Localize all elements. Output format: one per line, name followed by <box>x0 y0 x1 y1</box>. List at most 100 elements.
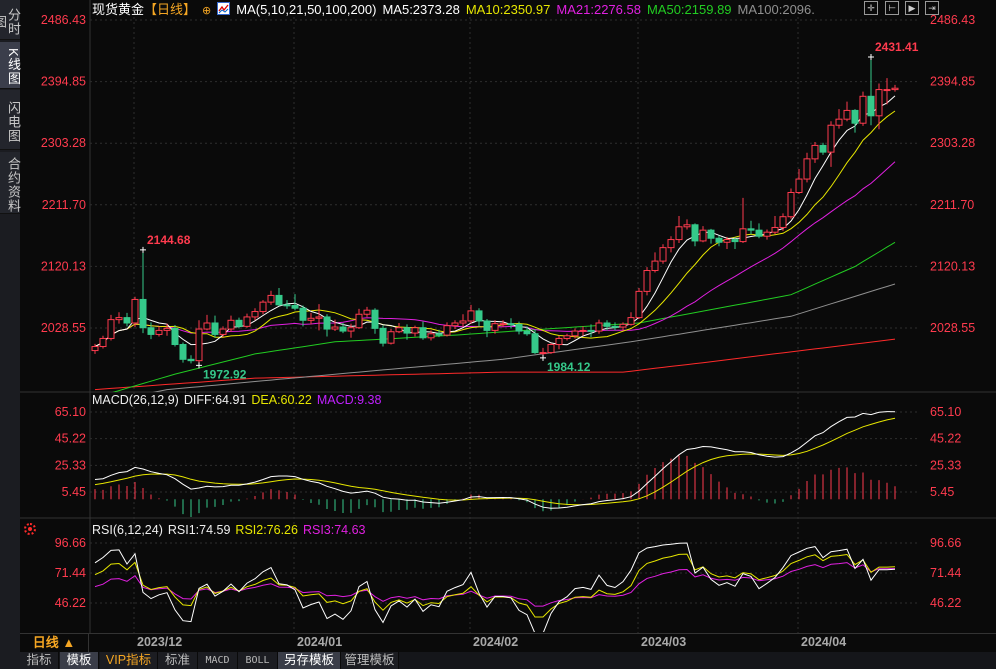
chart-header: 现货黄金【日线】 ⊕ MA(5,10,21,50,100,200) MA5:2373.… <box>92 1 821 19</box>
candle <box>507 318 515 329</box>
sidebar-item-timeshare[interactable]: 分时图 <box>0 0 21 40</box>
sidebar-item-kline[interactable]: K线图 <box>0 42 21 89</box>
candle-body <box>787 191 795 218</box>
tab-manage-templates[interactable]: 管理模板 <box>341 652 399 669</box>
candle-body <box>443 325 451 336</box>
candle <box>139 249 147 334</box>
macd-tick-right: 45.22 <box>930 432 961 446</box>
candle <box>131 296 139 328</box>
price-tick-left: 2303.28 <box>41 136 86 150</box>
candle-body <box>731 239 739 243</box>
candle-body <box>123 317 131 324</box>
candle <box>659 244 667 264</box>
candle <box>627 312 635 326</box>
candle-body <box>299 307 307 321</box>
candle <box>763 229 771 240</box>
candle <box>867 57 875 126</box>
candle-body <box>331 326 339 330</box>
rsi3-line <box>94 562 896 607</box>
zoom-range-icon[interactable]: ⊢ <box>885 1 899 15</box>
macd-tick-left: 25.33 <box>55 458 86 472</box>
candle-body <box>315 316 323 319</box>
candle-body <box>195 328 203 362</box>
candle-body <box>91 346 99 352</box>
tab-vip-indicators[interactable]: VIP指标 <box>100 652 158 669</box>
candle <box>211 315 219 338</box>
candle-body <box>379 327 387 344</box>
tab-standard[interactable]: 标准 <box>158 652 198 669</box>
price-tick-right: 2394.85 <box>930 75 975 89</box>
candle <box>219 326 227 338</box>
macd-legend: MACD(26,12,9) DIFF:64.91 DEA:60.22 MACD:9.3… <box>92 393 386 407</box>
candle <box>875 83 883 130</box>
tab-template[interactable]: 模板 <box>60 652 99 669</box>
candle <box>699 226 707 243</box>
candle-body <box>155 329 163 335</box>
indicator-settings-icon[interactable] <box>24 523 36 535</box>
candle <box>499 320 507 328</box>
candle-body <box>347 327 355 332</box>
candle-body <box>715 237 723 243</box>
tab-boll[interactable]: BOLL <box>238 652 278 669</box>
candle <box>331 319 339 332</box>
candle-body <box>179 344 187 360</box>
candle-body <box>483 320 491 331</box>
candle-body <box>883 89 891 92</box>
price-tick-right: 2028.55 <box>930 321 975 335</box>
tab-indicators[interactable]: 指标 <box>20 652 59 669</box>
candle-body <box>651 260 659 272</box>
candle-body <box>107 319 115 339</box>
rsi-params: RSI(6,12,24) <box>92 523 163 537</box>
sidebar-item-flash[interactable]: 闪电图 <box>0 90 21 150</box>
candle <box>667 236 675 253</box>
period-selector[interactable]: 日线 ▲ <box>20 634 89 652</box>
crosshair-icon[interactable]: ⊕ <box>202 5 212 17</box>
candle-body <box>219 328 227 335</box>
candle-body <box>803 158 811 180</box>
candle <box>467 304 475 324</box>
ma-chart-icon[interactable] <box>217 2 231 15</box>
candle <box>299 305 307 327</box>
high-price-label: 2144.68 <box>147 233 191 247</box>
date-tick-label: 2024/04 <box>801 635 847 649</box>
dea-value: DEA:60.22 <box>251 393 312 407</box>
candle-body <box>259 301 267 313</box>
candle <box>259 300 267 315</box>
sidebar-item-contract-info[interactable]: 合约资料 <box>0 152 21 214</box>
candle <box>163 323 171 336</box>
candle <box>435 329 443 338</box>
candle-body <box>411 327 419 334</box>
candle <box>387 329 395 345</box>
candle <box>283 300 291 309</box>
candle <box>355 308 363 330</box>
candle <box>675 216 683 243</box>
candle-body <box>251 311 259 318</box>
date-tick-label: 2023/12 <box>137 635 183 649</box>
macd-value: MACD:9.38 <box>316 393 382 407</box>
goto-end-icon[interactable]: ⇥ <box>925 1 939 15</box>
candle-body <box>595 322 603 332</box>
candle-body <box>275 294 283 306</box>
candle-body <box>555 337 563 346</box>
candle-body <box>523 330 531 335</box>
candle <box>427 330 435 341</box>
diff-line <box>94 411 896 509</box>
candle <box>739 197 747 243</box>
candle-body <box>683 224 691 228</box>
candle-body <box>323 316 331 330</box>
candle-body <box>235 319 243 327</box>
candle-body <box>419 327 427 339</box>
price-tick-right: 2120.13 <box>930 259 975 273</box>
tab-macd[interactable]: MACD <box>198 652 238 669</box>
candle <box>451 320 459 330</box>
macd-tick-right: 5.45 <box>930 485 954 499</box>
candle <box>619 322 627 332</box>
rsi3-value: RSI3:74.63 <box>302 523 366 537</box>
candle <box>179 342 187 363</box>
tab-save-template[interactable]: 另存模板 <box>278 652 341 669</box>
date-tick-label: 2024/02 <box>473 635 519 649</box>
play-icon[interactable]: ▶ <box>905 1 919 15</box>
crosshair-icon[interactable]: ✛ <box>864 1 878 15</box>
price-tick-right: 2486.43 <box>930 13 975 27</box>
